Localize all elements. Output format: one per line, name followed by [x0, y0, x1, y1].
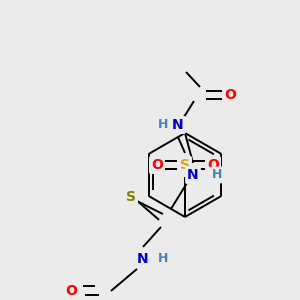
Text: N: N [137, 252, 149, 266]
Text: H: H [158, 252, 168, 266]
Text: H: H [212, 169, 222, 182]
Text: N: N [187, 168, 199, 182]
Text: O: O [65, 284, 77, 298]
Text: N: N [172, 118, 184, 132]
Text: S: S [180, 158, 190, 172]
Text: O: O [207, 158, 219, 172]
Text: S: S [126, 190, 136, 204]
Text: O: O [151, 158, 163, 172]
Text: H: H [158, 118, 168, 131]
Text: O: O [224, 88, 236, 102]
